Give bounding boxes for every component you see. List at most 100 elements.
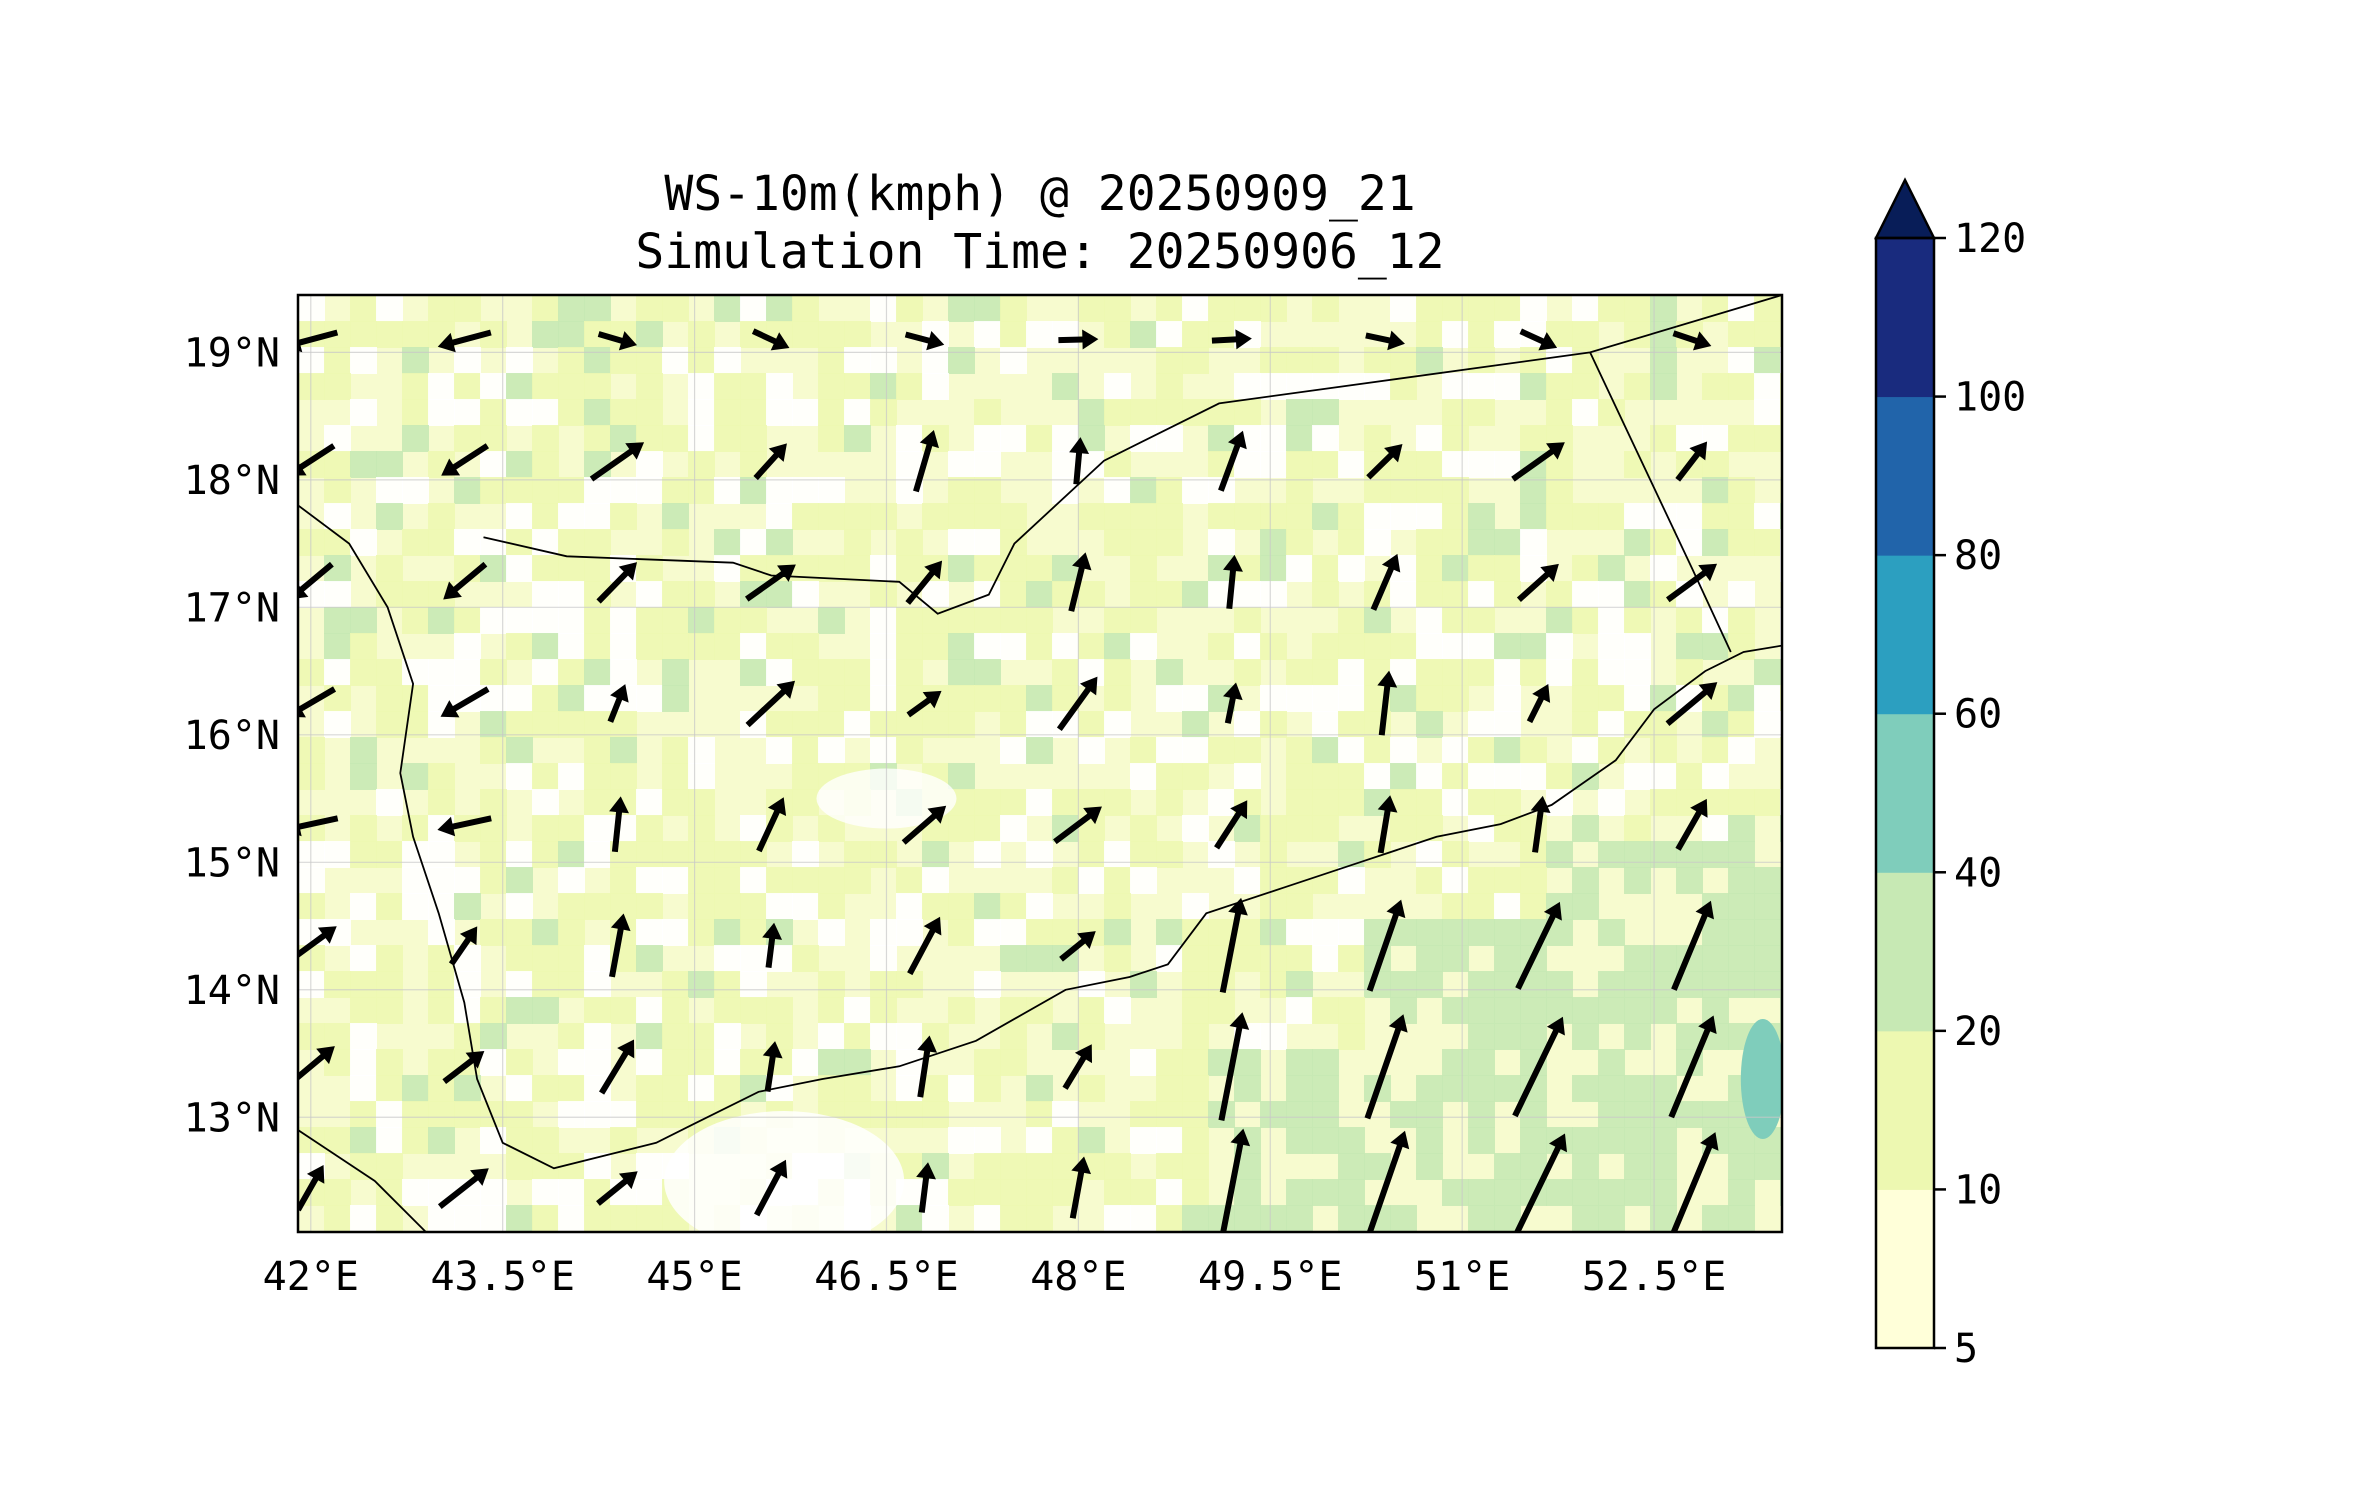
colorbar-segment <box>1876 396 1934 556</box>
wind-arrow <box>609 913 631 978</box>
colorbar-segment <box>1876 555 1934 715</box>
wind-arrow <box>906 690 942 718</box>
wind-arrow <box>298 815 339 837</box>
colorbar-tick-label: 40 <box>1954 850 2002 896</box>
wind-arrow <box>1675 441 1708 482</box>
border-path <box>298 1129 427 1232</box>
wind-arrow <box>298 561 334 600</box>
colorbar-segment <box>1876 713 1934 873</box>
wind-arrow <box>1666 1132 1719 1232</box>
wind-arrow <box>1058 329 1099 350</box>
wind-arrow <box>762 1041 783 1092</box>
wind-arrow <box>1068 552 1092 612</box>
wind-arrow <box>916 1162 936 1213</box>
colorbar-segment <box>1876 1030 1934 1190</box>
country-borders <box>298 295 1782 1232</box>
wind-arrow <box>1223 554 1243 610</box>
wind-arrow <box>1069 1156 1092 1219</box>
latitude-tick-label: 16°N <box>184 713 280 759</box>
wind-arrow <box>607 684 629 723</box>
wind-arrow <box>1671 900 1714 991</box>
wind-arrow <box>901 805 947 845</box>
colorbar-tick-label: 120 <box>1954 216 2026 262</box>
wind-arrow <box>913 429 939 493</box>
wind-arrow <box>751 328 790 351</box>
wind-arrow <box>917 1035 938 1098</box>
colorbar-tick-label: 20 <box>1954 1009 2002 1055</box>
wind-arrow <box>298 926 337 967</box>
wind-arrow <box>1665 563 1718 603</box>
wind-arrow <box>744 564 796 602</box>
wind-arrow <box>298 1046 335 1089</box>
colorbar-tick-label: 60 <box>1954 692 2002 738</box>
wind-arrow <box>298 443 336 476</box>
longitude-tick-label: 46.5°E <box>814 1254 959 1300</box>
wind-arrow <box>756 797 787 853</box>
wind-vectors <box>298 328 1719 1232</box>
wind-arrow <box>1665 682 1718 726</box>
latitude-tick-labels: 13°N 14°N 15°N 16°N 17°N 18°N 19°N <box>184 330 280 1141</box>
wind-arrow <box>1530 795 1551 853</box>
wind-arrow <box>1511 442 1565 482</box>
wind-arrow <box>1377 670 1398 736</box>
wind-arrow <box>1362 1130 1410 1232</box>
colorbar-tick-label: 10 <box>1954 1167 2002 1213</box>
map-frame <box>296 293 1784 1234</box>
map-title: WS-10m(kmph) @ 20250909_21 <box>664 166 1415 222</box>
latitude-tick-label: 15°N <box>184 840 280 886</box>
wind-arrow <box>589 442 645 482</box>
wind-arrow <box>1366 899 1406 992</box>
wind-arrow <box>1218 1012 1250 1121</box>
wind-arrow <box>437 815 492 837</box>
wind-arrow <box>745 680 796 728</box>
border-path <box>1589 352 1732 653</box>
wind-arrow <box>1056 676 1098 731</box>
wind-arrow <box>1675 798 1708 851</box>
wind-arrow <box>1512 1016 1565 1118</box>
map-subtitle: Simulation Time: 20250906_12 <box>635 224 1444 280</box>
wind-arrow <box>437 1168 489 1209</box>
longitude-tick-label: 48°E <box>1030 1254 1126 1300</box>
wind-arrow <box>904 330 945 351</box>
latitude-tick-label: 18°N <box>184 458 280 504</box>
latitude-tick-label: 19°N <box>184 330 280 376</box>
wind-arrow <box>441 443 490 476</box>
map-gridlines <box>298 295 1782 1232</box>
wind-arrow <box>907 916 942 976</box>
wind-arrow <box>1516 563 1559 602</box>
longitude-tick-label: 42°E <box>263 1254 359 1300</box>
wind-arrow <box>597 331 638 351</box>
wind-arrow <box>1219 897 1248 994</box>
wind-arrow <box>1364 1014 1408 1120</box>
wind-arrow <box>596 562 638 604</box>
colorbar: 5 10 20 40 60 80 100 120 <box>1873 177 2026 1372</box>
wind-arrow <box>1223 682 1243 724</box>
wind-arrow <box>1526 684 1551 724</box>
longitude-tick-label: 51°E <box>1414 1254 1510 1300</box>
map-panel <box>296 293 1784 1234</box>
latitude-tick-label: 14°N <box>184 968 280 1014</box>
latitude-tick-label: 17°N <box>184 585 280 631</box>
wind-arrow <box>1672 330 1712 351</box>
longitude-tick-label: 45°E <box>646 1254 742 1300</box>
wind-arrow <box>1214 800 1248 850</box>
colorbar-tick-label: 100 <box>1954 375 2026 421</box>
wind-arrow <box>599 1039 635 1095</box>
wind-arrow <box>754 1159 788 1217</box>
wind-arrow <box>1069 437 1090 485</box>
wind-arrow <box>1370 553 1401 611</box>
wind-arrow <box>1668 1015 1717 1119</box>
longitude-tick-label: 43.5°E <box>430 1254 575 1300</box>
wind-arrow <box>596 1171 638 1206</box>
wind-arrow <box>762 922 783 969</box>
wind-arrow <box>905 560 943 605</box>
colorbar-segment <box>1876 238 1934 398</box>
wind-arrow <box>1217 1128 1251 1232</box>
wind-arrow <box>1218 430 1247 492</box>
wind-arrow <box>442 1050 485 1085</box>
longitude-tick-labels: 42°E 43.5°E 45°E 46.5°E 48°E 49.5°E 51°E 52.5°E <box>263 1254 1727 1300</box>
longitude-tick-label: 52.5°E <box>1582 1254 1727 1300</box>
wind-arrow <box>1365 330 1405 351</box>
wind-arrow <box>448 926 478 966</box>
